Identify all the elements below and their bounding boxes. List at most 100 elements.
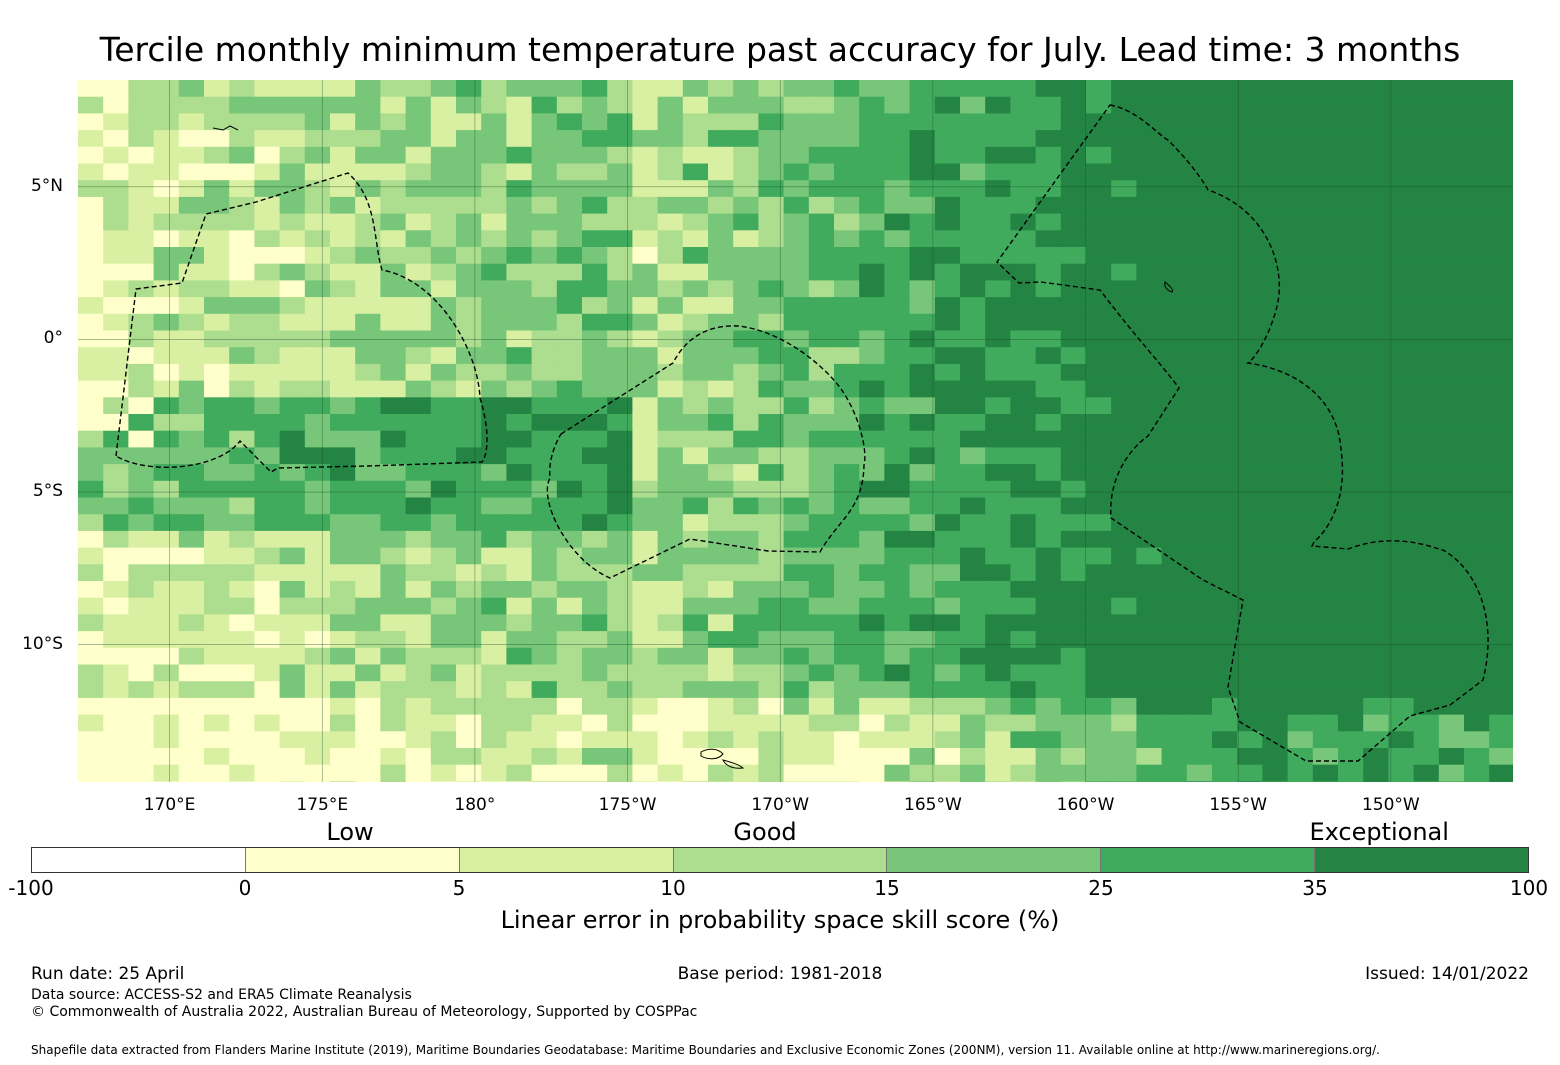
- grid-cell: [1186, 397, 1213, 415]
- grid-cell: [304, 80, 331, 98]
- grid-cell: [985, 297, 1011, 315]
- grid-cell: [1035, 96, 1062, 114]
- grid-cell: [960, 547, 986, 565]
- grid-cell: [1338, 347, 1364, 365]
- grid-cell: [733, 514, 759, 532]
- grid-cell: [1438, 597, 1465, 615]
- grid-cell: [556, 263, 583, 281]
- grid-cell: [430, 414, 457, 432]
- grid-cell: [808, 664, 835, 682]
- grid-cell: [78, 514, 104, 532]
- grid-cell: [178, 230, 205, 248]
- grid-cell: [1489, 597, 1513, 615]
- grid-cell: [556, 764, 583, 782]
- grid-cell: [481, 263, 507, 281]
- grid-cell: [1312, 130, 1339, 148]
- grid-cell: [380, 647, 407, 666]
- grid-cell: [1086, 196, 1112, 215]
- grid-cell: [1438, 414, 1465, 432]
- grid-cell: [380, 146, 407, 165]
- grid-cell: [1363, 697, 1389, 716]
- grid-cell: [254, 414, 281, 432]
- grid-cell: [1312, 514, 1339, 532]
- grid-cell: [204, 631, 230, 649]
- grid-cell: [783, 196, 810, 215]
- grid-cell: [1262, 748, 1289, 766]
- grid-cell: [1312, 96, 1339, 114]
- grid-cell: [758, 714, 785, 732]
- grid-cell: [1338, 581, 1364, 599]
- grid-cell: [481, 581, 507, 599]
- grid-cell: [1161, 263, 1188, 281]
- grid-cell: [380, 380, 407, 398]
- grid-cell: [834, 597, 860, 615]
- grid-cell: [1010, 247, 1037, 265]
- grid-cell: [1438, 163, 1465, 181]
- grid-cell: [481, 714, 507, 732]
- grid-cell: [254, 347, 281, 365]
- grid-cell: [783, 180, 810, 198]
- grid-cell: [1136, 230, 1163, 248]
- grid-cell: [632, 230, 659, 248]
- grid-cell: [1237, 497, 1263, 515]
- grid-cell: [682, 80, 709, 98]
- grid-cell: [330, 230, 356, 248]
- shapefile-credit: Shapefile data extracted from Flanders M…: [31, 1043, 1380, 1057]
- grid-cell: [1489, 697, 1513, 716]
- grid-cell: [1489, 480, 1513, 499]
- grid-cell: [708, 581, 734, 599]
- grid-cell: [1111, 297, 1137, 315]
- grid-cell: [934, 581, 961, 599]
- grid-cell: [834, 664, 860, 682]
- grid-cell: [985, 196, 1011, 215]
- grid-cell: [153, 263, 180, 281]
- grid-cell: [254, 647, 281, 666]
- grid-cell: [556, 130, 583, 148]
- grid-cell: [783, 213, 810, 231]
- grid-cell: [682, 514, 709, 532]
- grid-cell: [1287, 414, 1314, 432]
- grid-cell: [934, 497, 961, 515]
- grid-cell: [682, 614, 709, 632]
- grid-cell: [708, 230, 734, 248]
- grid-cell: [128, 748, 155, 766]
- grid-cell: [103, 764, 129, 782]
- grid-cell: [556, 564, 583, 582]
- grid-cell: [254, 614, 281, 632]
- grid-cell: [128, 581, 155, 599]
- grid-cell: [1237, 480, 1263, 499]
- grid-cell: [1086, 430, 1112, 448]
- longitude-tick-label: 160°W: [1056, 795, 1115, 815]
- grid-cell: [1035, 697, 1062, 716]
- grid-cell: [1060, 280, 1087, 298]
- grid-cell: [1413, 697, 1440, 716]
- grid-cell: [582, 781, 608, 782]
- grid-cell: [1237, 614, 1263, 632]
- grid-cell: [1161, 514, 1188, 532]
- grid-cell: [834, 781, 860, 782]
- grid-cell: [985, 247, 1011, 265]
- grid-cell: [657, 514, 684, 532]
- grid-cell: [1086, 297, 1112, 315]
- grid-cell: [1010, 397, 1037, 415]
- grid-cell: [808, 647, 835, 666]
- grid-cell: [960, 614, 986, 632]
- grid-cell: [632, 681, 659, 699]
- grid-cell: [1489, 263, 1513, 281]
- grid-cell: [405, 163, 432, 181]
- grid-cell: [556, 280, 583, 298]
- grid-cell: [1464, 380, 1490, 398]
- grid-cell: [1212, 748, 1238, 766]
- grid-cell: [960, 163, 986, 181]
- grid-cell: [1388, 631, 1415, 649]
- grid-cell: [1438, 213, 1465, 231]
- grid-cell: [758, 180, 785, 198]
- grid-cell: [380, 130, 407, 148]
- grid-cell: [859, 230, 885, 248]
- grid-cell: [934, 530, 961, 549]
- grid-cell: [859, 313, 885, 332]
- grid-cell: [456, 714, 482, 732]
- grid-cell: [1262, 380, 1289, 398]
- grid-cell: [153, 564, 180, 582]
- grid-cell: [229, 130, 255, 148]
